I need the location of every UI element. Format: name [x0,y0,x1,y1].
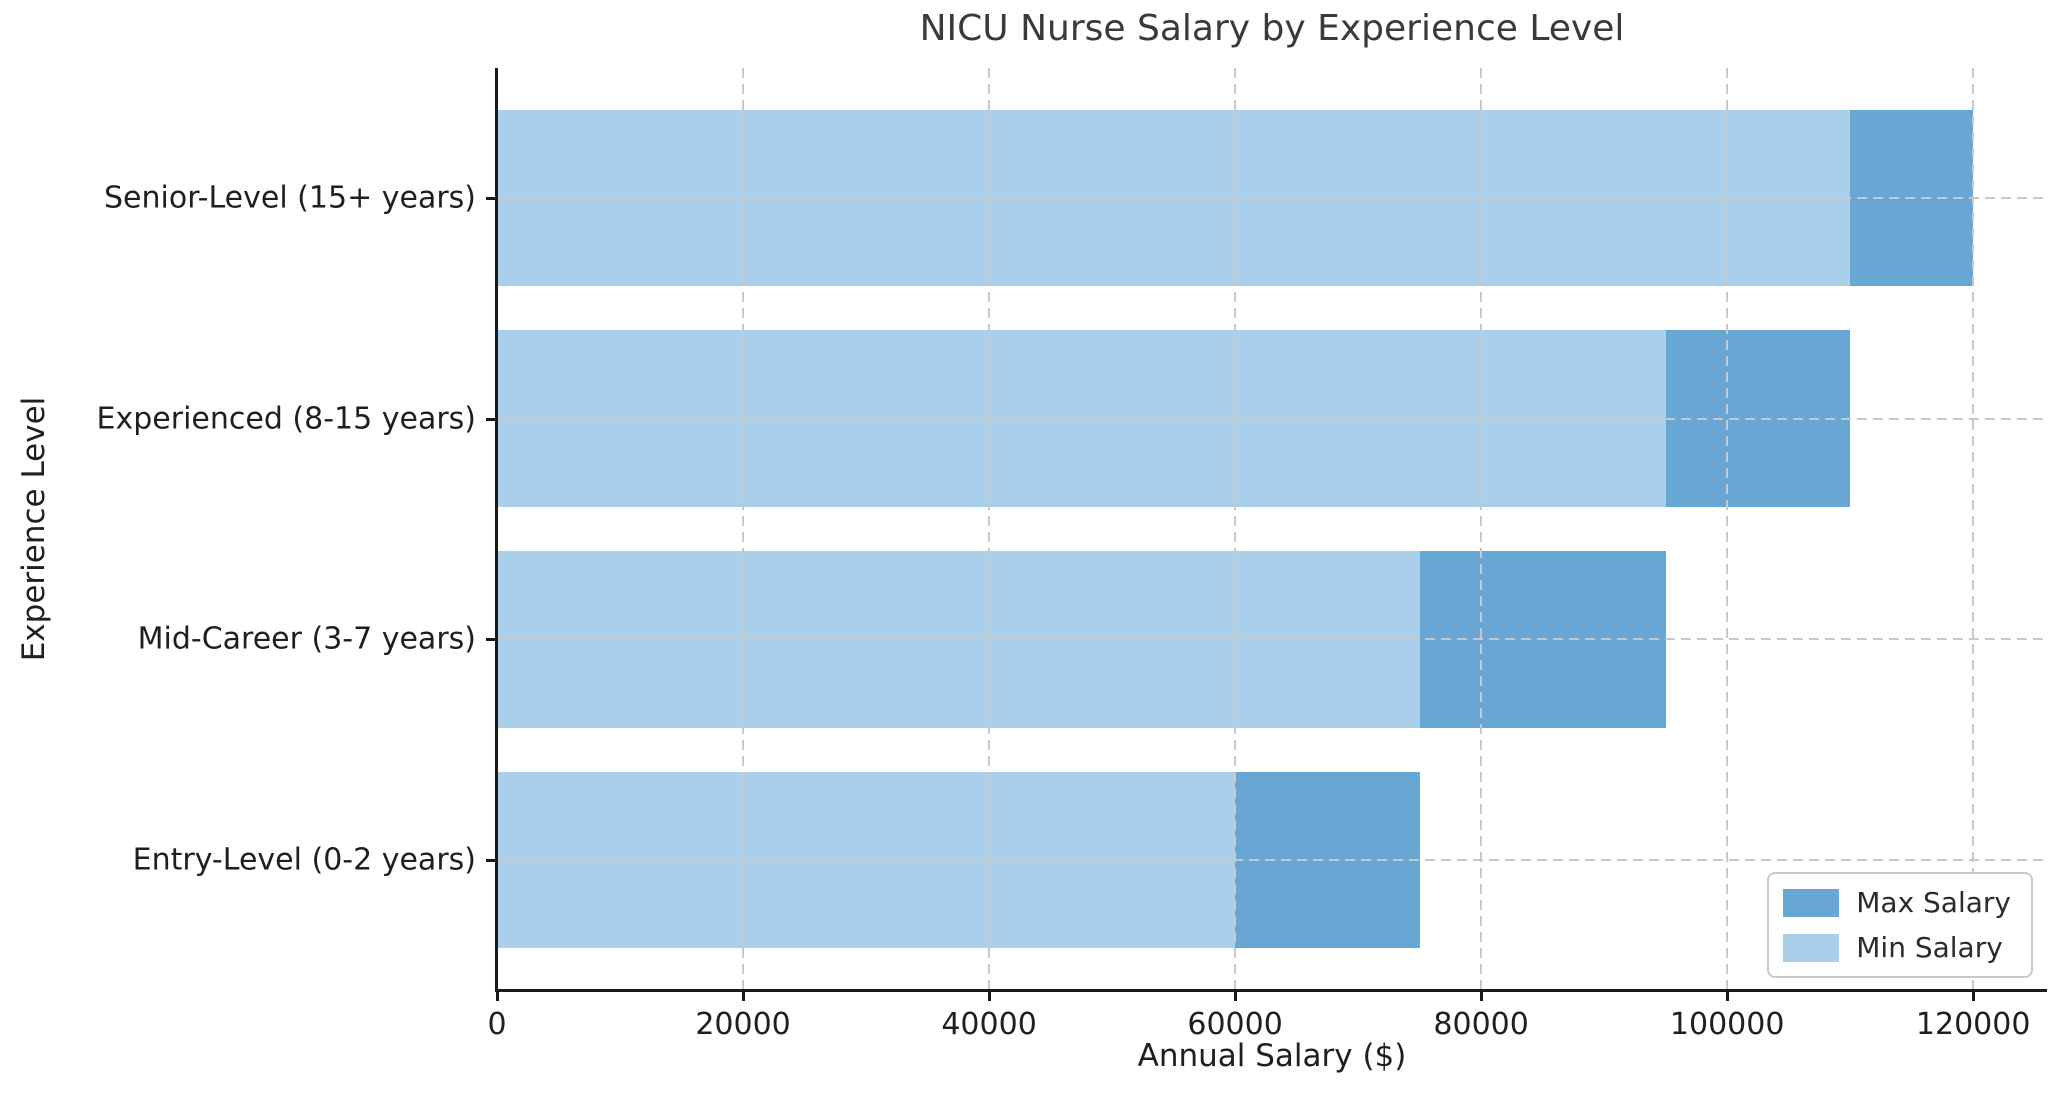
x-tick-label: 20000 [695,1007,791,1042]
legend-swatch-min-salary [1783,933,1840,962]
legend-swatch-max-salary [1783,888,1840,917]
x-tick-mark [742,990,746,1001]
gridline-vertical [1234,68,1237,990]
x-tick-mark [1972,990,1976,1001]
x-tick-label: 40000 [941,1007,1037,1042]
gridline-horizontal [497,858,2047,861]
gridline-vertical [742,68,745,990]
legend-entry-min-salary: Min Salary [1783,931,2011,964]
y-tick-mark [486,858,497,862]
y-tick-mark [486,638,497,642]
plot-area: 0 20000 40000 60000 80000 100000 120000 Senior-… [97,68,2047,1042]
x-tick-mark [1480,990,1484,1001]
x-tick-label: 0 [487,1007,507,1042]
y-axis-spine [495,68,498,992]
y-tick-mark [486,197,497,201]
y-axis-title: Experience Level [16,396,52,662]
x-axis-title: Annual Salary ($) [1137,1038,1407,1074]
chart-title: NICU Nurse Salary by Experience Level [919,8,1625,49]
y-tick-label: Entry-Level (0-2 years) [132,842,476,878]
x-tick-mark [496,990,499,1001]
x-tick-mark [988,990,992,1001]
x-tick-label: 60000 [1187,1007,1283,1042]
x-tick-label: 80000 [1433,1007,1529,1042]
gridline-horizontal [497,417,2047,420]
gridline-horizontal [497,638,2047,641]
x-tick-label: 120000 [1915,1007,2031,1042]
y-tick-label: Senior-Level (15+ years) [104,180,476,216]
x-axis-spine [495,989,2047,992]
legend-label-max-salary: Max Salary [1856,886,2011,919]
x-tick-label: 100000 [1669,1007,1785,1042]
legend: Max Salary Min Salary [1767,872,2033,978]
gridline-vertical [1972,68,1975,990]
gridline-vertical [1726,68,1729,990]
gridline-horizontal [497,197,2047,200]
x-tick-mark [1234,990,1238,1001]
legend-label-min-salary: Min Salary [1856,931,2003,964]
gridline-vertical [988,68,991,990]
legend-entry-max-salary: Max Salary [1783,886,2011,919]
gridline-vertical [1480,68,1483,990]
y-tick-label: Mid-Career (3-7 years) [137,621,476,657]
y-tick-mark [486,417,497,421]
x-tick-mark [1726,990,1730,1001]
y-tick-label: Experienced (8-15 years) [96,401,476,437]
